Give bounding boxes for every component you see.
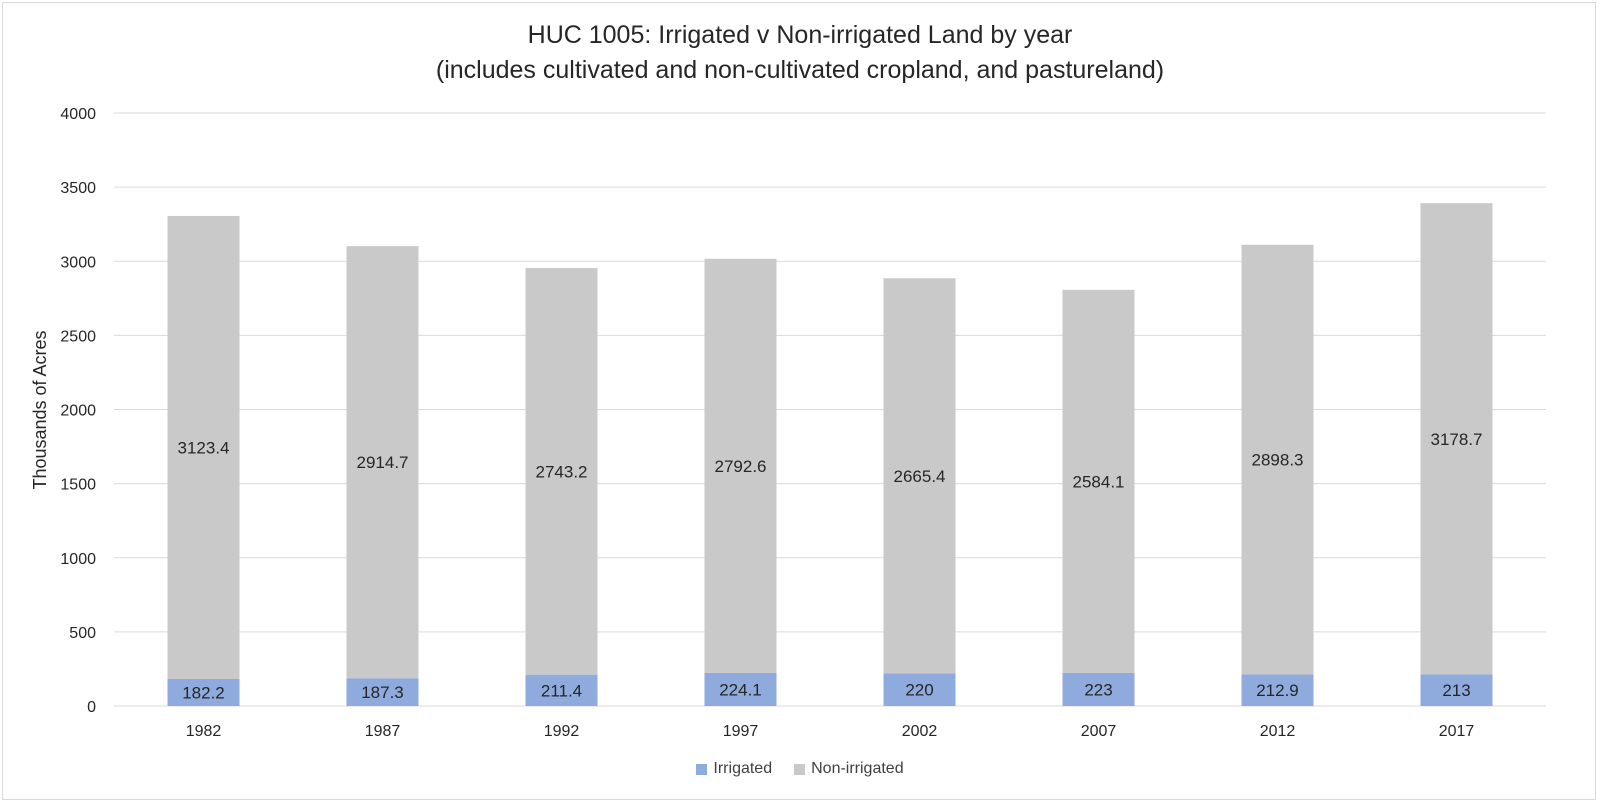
legend-label-non-irrigated: Non-irrigated (811, 760, 904, 777)
bar-non-irrigated-1997 (704, 258, 777, 673)
legend-swatch-irrigated (696, 763, 708, 775)
y-tick-label: 500 (69, 625, 96, 642)
data-label-non-irrigated-2017: 3178.7 (1431, 430, 1483, 449)
data-label-irrigated-1997: 224.1 (719, 680, 762, 699)
bar-non-irrigated-2012 (1241, 244, 1314, 675)
data-label-irrigated-2017: 213 (1442, 681, 1470, 700)
y-tick-label: 2000 (60, 403, 96, 420)
x-tick-label: 1982 (186, 723, 222, 740)
legend: Irrigated Non-irrigated (0, 760, 1600, 778)
legend-item-non-irrigated: Non-irrigated (794, 760, 904, 778)
gridlines (114, 112, 1546, 707)
y-tick-label: 1500 (60, 477, 96, 494)
legend-item-irrigated: Irrigated (696, 760, 772, 778)
y-tick-labels: 0 500 1000 1500 2000 2500 3000 3500 4000 (60, 106, 96, 716)
bar-irrigated-2002 (883, 673, 956, 706)
y-tick-label: 2500 (60, 328, 96, 345)
data-label-irrigated-1982: 182.2 (182, 683, 225, 702)
x-tick-label: 1997 (723, 723, 759, 740)
bar-irrigated-2012 (1241, 674, 1314, 706)
legend-swatch-non-irrigated (794, 763, 806, 775)
bar-irrigated-1992 (525, 674, 598, 706)
data-label-irrigated-2012: 212.9 (1256, 681, 1299, 700)
data-label-non-irrigated-1982: 3123.4 (178, 438, 230, 457)
x-tick-labels: 1982 1987 1992 1997 2002 2007 2012 2017 (186, 723, 1475, 740)
chart-title-block: HUC 1005: Irrigated v Non-irrigated Land… (0, 18, 1600, 88)
data-label-non-irrigated-1997: 2792.6 (715, 457, 767, 476)
data-label-irrigated-1987: 187.3 (361, 683, 404, 702)
data-label-irrigated-1992: 211.4 (541, 681, 582, 700)
data-label-non-irrigated-2007: 2584.1 (1073, 472, 1125, 491)
y-tick-label: 1000 (60, 551, 96, 568)
data-label-non-irrigated-1987: 2914.7 (357, 453, 409, 472)
data-label-non-irrigated-1992: 2743.2 (536, 462, 588, 481)
y-axis-title: Thousands of Acres (30, 330, 50, 489)
bar-irrigated-1987 (346, 678, 419, 706)
data-label-non-irrigated-2002: 2665.4 (894, 467, 946, 486)
bar-non-irrigated-2007 (1062, 289, 1135, 673)
bar-irrigated-2017 (1420, 674, 1493, 706)
bar-non-irrigated-1982 (167, 215, 240, 679)
data-label-irrigated-2007: 223 (1084, 680, 1112, 699)
bar-irrigated-1997 (704, 672, 777, 706)
data-labels: 182.2 3123.4 187.3 2914.7 211.4 2743.2 224.1 27… (178, 430, 1483, 703)
y-tick-label: 0 (87, 699, 96, 716)
data-label-non-irrigated-2012: 2898.3 (1252, 451, 1304, 470)
x-tick-label: 1992 (544, 723, 580, 740)
x-tick-label: 2002 (902, 723, 938, 740)
data-label-irrigated-2002: 220 (905, 681, 933, 700)
x-tick-label: 2007 (1081, 723, 1117, 740)
chart-subtitle: (includes cultivated and non-cultivated … (435, 56, 1165, 84)
bar-non-irrigated-1987 (346, 246, 419, 679)
bar-irrigated-2007 (1062, 672, 1135, 706)
bar-non-irrigated-2017 (1420, 203, 1493, 675)
bar-non-irrigated-1992 (525, 267, 598, 675)
x-tick-label: 1987 (365, 723, 401, 740)
bar-irrigated-1982 (167, 678, 240, 706)
y-tick-label: 3000 (60, 254, 96, 271)
y-tick-label: 3500 (60, 180, 96, 197)
x-tick-label: 2017 (1439, 723, 1475, 740)
y-tick-label: 4000 (60, 106, 96, 123)
x-tick-label: 2012 (1260, 723, 1296, 740)
bars (167, 203, 1493, 706)
bar-non-irrigated-2002 (883, 278, 956, 674)
chart-title: HUC 1005: Irrigated v Non-irrigated Land… (527, 21, 1073, 49)
legend-label-irrigated: Irrigated (713, 760, 773, 777)
